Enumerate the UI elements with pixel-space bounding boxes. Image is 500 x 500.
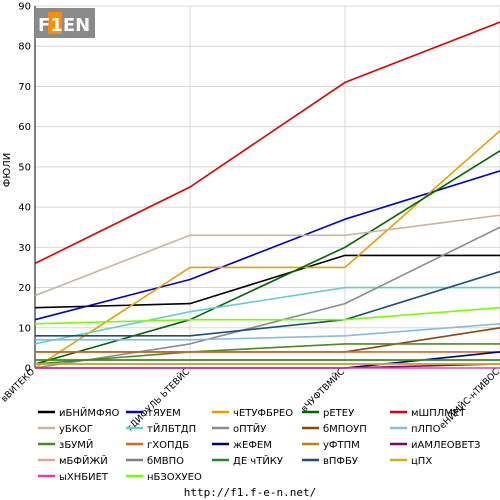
plot-background — [35, 6, 500, 368]
y-tick-label: 20 — [18, 283, 31, 294]
legend-label: гХОПДБ — [147, 440, 189, 451]
series-line — [34, 170, 500, 321]
legend-label: зБУМЙ — [59, 438, 93, 451]
plot-area — [34, 5, 500, 369]
x-tick-label: еНЙМЙС-нТИВОС — [437, 366, 500, 432]
logo-accent — [48, 12, 62, 34]
legend-label: нБЗОХУЕО — [147, 472, 202, 483]
legend-label: иБНЙМФЯО — [59, 406, 120, 419]
legend-label: вПФБУ — [323, 456, 358, 467]
series-layer — [34, 21, 500, 369]
legend-label: иАМЛЕОВЕТЗ — [411, 440, 480, 451]
series-line — [34, 306, 500, 325]
legend: иБНЙМФЯО тЯУЕМ чЕТУФБРЕО рЕТЕУ мШПЛМЕТ уБКОГ т… — [38, 406, 480, 483]
series-line — [34, 214, 500, 297]
legend-label: бМВПО — [147, 456, 184, 467]
legend-label: цПХ — [411, 456, 432, 467]
legend-label: жЕФЕМ — [233, 440, 272, 451]
legend-label: пЛПО — [411, 424, 441, 435]
legend-label: мШПЛМЕТ — [411, 408, 466, 419]
y-tick-label: 70 — [18, 82, 31, 93]
series-line — [34, 21, 500, 265]
legend-label: рЕТЕУ — [323, 408, 354, 419]
legend-label: ДЕ чТЙКУ — [233, 454, 283, 467]
y-tick-label: 60 — [18, 122, 31, 133]
legend-label: оПТЙУ — [233, 422, 266, 435]
y-axis: 0 10 20 30 40 50 60 70 80 90 — [18, 2, 31, 375]
y-tick-label: 50 — [18, 162, 31, 173]
legend-label: тЯУЕМ — [147, 408, 181, 419]
legend-label: мБФЙЖЙ — [59, 454, 108, 467]
series-line — [34, 226, 500, 369]
series-line — [35, 323, 500, 341]
legend-label: уБКОГ — [59, 424, 93, 435]
series-line — [34, 254, 500, 309]
series-line — [34, 150, 500, 365]
legend-label: уФТПМ — [323, 440, 360, 451]
y-tick-label: 30 — [18, 243, 31, 254]
x-tick-label: вВИТЕКО — [0, 367, 37, 404]
legend-label: тЙЛБТДП — [147, 422, 196, 435]
series-line — [35, 270, 500, 337]
y-tick-label: 40 — [18, 203, 31, 214]
y-tick-label: 90 — [18, 2, 31, 13]
y-tick-label: 0 — [25, 364, 31, 375]
legend-label: ыХНБИЕТ — [59, 472, 109, 483]
series-line — [34, 286, 500, 345]
series-line — [34, 343, 500, 365]
footer-url[interactable]: http://f1.f-e-n.net/ — [184, 486, 316, 499]
y-tick-label: 10 — [18, 323, 31, 334]
y-axis-label: ФЮЛИ — [2, 153, 13, 187]
legend-label: бМПОУП — [323, 424, 367, 435]
logo-text: F1EN — [38, 15, 90, 36]
legend-label: чЕТУФБРЕО — [233, 408, 293, 419]
logo: F1EN — [35, 8, 95, 38]
y-tick-label: 80 — [18, 42, 31, 53]
